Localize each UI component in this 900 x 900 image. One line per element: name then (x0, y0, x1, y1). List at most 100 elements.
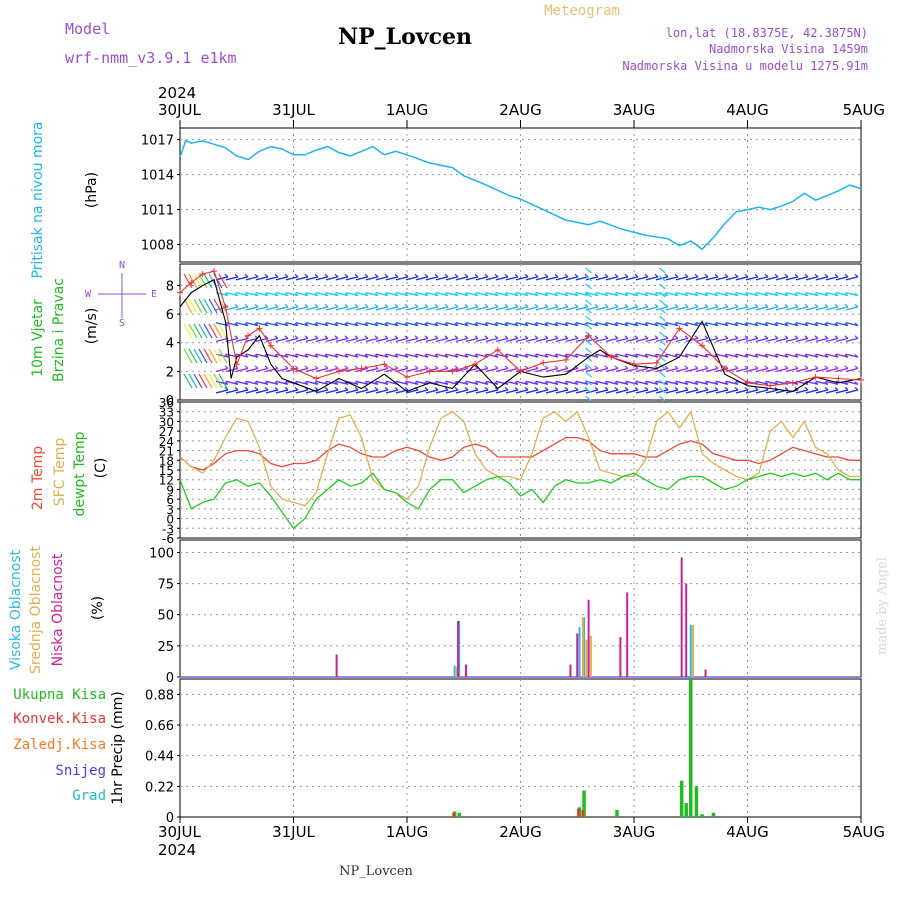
wind-arrow (315, 306, 329, 311)
wind-arrow (305, 367, 319, 373)
y-tick-label: 0 (166, 394, 174, 409)
wind-arrow-head (574, 292, 579, 297)
wind-arrow-head (854, 292, 859, 297)
wind-arrow (485, 353, 499, 358)
wind-arrow (365, 367, 379, 373)
cloud-high-label: Visoka Oblacnost (8, 549, 24, 670)
wind-arrow (188, 323, 198, 339)
wind-arrow-head (664, 322, 669, 327)
wind-arrow-head (804, 386, 809, 391)
wind-gust-marker (222, 303, 229, 310)
y-tick-label: 21 (159, 445, 174, 459)
wind-arrow (275, 306, 289, 311)
wind-arrow (535, 380, 549, 386)
wind-arrow (198, 348, 208, 364)
wind-arrow (585, 323, 593, 330)
wind-arrow (585, 371, 593, 378)
model-altitude-text: Nadmorska Visina u modelu 1275.91m (622, 59, 868, 73)
cloud-labels: Visoka Oblacnost Srednja Oblacnost Niska… (8, 546, 106, 674)
total-precip-bar (679, 780, 684, 817)
wind-arrow (645, 380, 659, 386)
wind-arrow-head (634, 303, 639, 308)
x-tick-label-top: 3AUG (613, 101, 655, 119)
wind-arrow-head (534, 365, 539, 369)
temp-2m-line (179, 436, 861, 471)
wind-arrow-head (514, 292, 519, 297)
low-cloud-bar (626, 592, 629, 677)
wind-arrow-head (434, 335, 439, 339)
wind-arrow-head (654, 386, 659, 391)
wind-arrow-head (564, 292, 569, 297)
wind-arrow (655, 389, 669, 394)
wind-arrow (395, 367, 409, 373)
wind-arrow-head (334, 303, 339, 308)
wind-arrow-head (694, 303, 699, 308)
wind-arrow (245, 321, 259, 327)
wind-arrow-head (674, 303, 679, 308)
wind-arrow (545, 306, 559, 311)
wind-arrow-head (324, 322, 329, 327)
wind-arrow (705, 306, 719, 311)
wind-arrow (785, 353, 799, 358)
wind-arrow (715, 380, 729, 386)
wind-arrow-head (494, 365, 499, 369)
x-tick-label-bottom: 4AUG (726, 823, 768, 841)
wind-arrow-head (284, 303, 289, 308)
wind-arrow-head (594, 354, 599, 358)
wind-arrow (595, 306, 609, 311)
wind-arrow-head (334, 365, 339, 369)
wind-arrow-head (444, 381, 449, 385)
wind-arrow (395, 321, 409, 327)
wind-arrow-head (444, 292, 449, 297)
wind-arrow-head (454, 381, 459, 385)
wind-arrow-head (354, 386, 359, 391)
wind-arrow (325, 337, 339, 343)
wind-arrow (835, 353, 849, 358)
wind-arrow-head (594, 365, 599, 369)
y-tick-label: 15 (159, 464, 174, 478)
wind-arrow (535, 321, 549, 327)
wind-arrow-head (494, 386, 499, 391)
wind-arrow-head (724, 335, 729, 339)
wind-arrow-head (594, 386, 599, 391)
wind-arrow (525, 276, 539, 281)
wind-arrow-head (224, 381, 229, 385)
wind-arrow (365, 353, 379, 358)
wind-arrow-head (784, 365, 789, 369)
wind-arrow-head (824, 292, 829, 297)
y-tick-label: 27 (159, 425, 174, 439)
wind-arrow (425, 291, 439, 297)
wind-arrow-head (704, 303, 709, 308)
wind-arrow-head (244, 354, 249, 358)
compass-icon: N W E S (85, 260, 157, 329)
wind-arrow-head (624, 292, 629, 297)
wind-arrow (705, 291, 719, 297)
wind-arrow (775, 321, 789, 327)
wind-arrow-head (404, 322, 409, 327)
wind-arrow (215, 353, 229, 358)
wind-gust-marker (313, 375, 320, 382)
wind-arrow-head (404, 365, 409, 369)
wind-arrow (235, 276, 249, 281)
wind-arrow-head (334, 273, 339, 278)
wind-arrow (415, 353, 429, 358)
wind-arrow (335, 276, 349, 281)
wind-arrow (375, 306, 389, 311)
wind-arrow (305, 389, 319, 394)
wind-arrow (183, 373, 193, 389)
wind-arrow (725, 353, 739, 358)
wind-arrow-head (694, 322, 699, 327)
wind-arrow-head (254, 273, 259, 278)
wind-arrow (255, 306, 269, 311)
wind-arrow (555, 306, 569, 311)
wind-arrow (265, 380, 279, 386)
wind-gust-marker (562, 356, 569, 363)
wind-arrow (595, 367, 609, 373)
wind-arrow-head (744, 354, 749, 358)
wind-arrow (585, 355, 593, 362)
wind-arrow-head (814, 303, 819, 308)
wind-arrow-head (584, 381, 589, 385)
wind-arrow (735, 353, 749, 358)
wind-arrow-head (634, 354, 639, 358)
total-precip-bar (582, 790, 586, 817)
